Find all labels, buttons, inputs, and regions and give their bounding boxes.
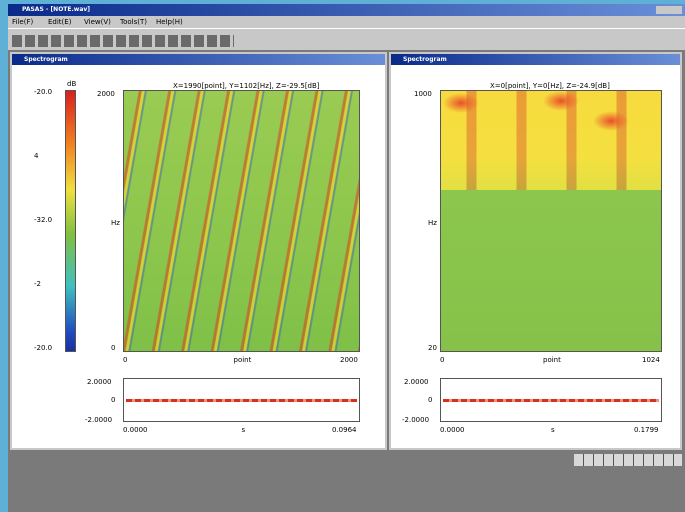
cursor-readout: X=1990[point], Y=1102[Hz], Z=-29.5[dB]	[173, 82, 320, 90]
menu-bar: File(F) Edit(E) View(V) Tools(T) Help(H)	[8, 16, 685, 27]
bottom-toolbar[interactable]	[574, 454, 682, 466]
wave-x-left: 0.0000	[440, 426, 465, 434]
menu-item[interactable]: Edit(E)	[48, 18, 72, 26]
waveform	[123, 378, 360, 422]
wave-y-top: 2.0000	[404, 378, 429, 386]
y-label: Hz	[428, 219, 437, 227]
window-title: PASAS - [NOTE.wav]	[22, 6, 91, 13]
waveform-trace	[126, 399, 357, 402]
wave-x-right: 0.0964	[332, 426, 357, 434]
title-bar: PASAS - [NOTE.wav]	[8, 4, 685, 16]
y-top: 2000	[97, 90, 115, 98]
menu-item[interactable]: Tools(T)	[120, 18, 147, 26]
colorbar-label: -2	[34, 280, 41, 288]
x-label: point	[543, 356, 561, 364]
wave-x-label: s	[551, 426, 555, 434]
wave-y-bottom: -2.0000	[85, 416, 113, 424]
waveform	[440, 378, 662, 422]
child-title: Spectrogram	[403, 56, 447, 63]
y-bottom: 20	[428, 344, 437, 352]
child-title-bar: Spectrogram	[12, 54, 385, 65]
wave-x-right: 0.1799	[634, 426, 659, 434]
child-window: Spectrogram X=1990[point], Y=1102[Hz], Z=…	[10, 52, 387, 450]
colorbar-unit: dB	[67, 80, 77, 88]
colorbar-label: 4	[34, 152, 39, 160]
spectrogram	[440, 90, 662, 352]
child-title-bar: Spectrogram	[391, 54, 680, 65]
x-left: 0	[123, 356, 128, 364]
wave-y-bottom: -2.0000	[402, 416, 430, 424]
spectrogram	[123, 90, 360, 352]
window-buttons[interactable]	[656, 6, 682, 14]
toolbar	[8, 28, 685, 50]
x-label: point	[233, 356, 252, 364]
wave-x-label: s	[241, 426, 246, 434]
child-window: Spectrogram X=0[point], Y=0[Hz], Z=-24.9[…	[389, 52, 682, 450]
colorbar-label: -20.0	[34, 344, 53, 352]
toolbar-buttons[interactable]	[12, 35, 234, 47]
colorbar	[65, 90, 76, 352]
menu-item[interactable]: View(V)	[84, 18, 111, 26]
wave-x-left: 0.0000	[123, 426, 148, 434]
wave-y-mid: 0	[428, 396, 433, 404]
wave-y-top: 2.0000	[87, 378, 112, 386]
wave-y-mid: 0	[111, 396, 116, 404]
colorbar-label: -32.0	[34, 216, 53, 224]
y-label: Hz	[111, 219, 120, 227]
y-bottom: 0	[111, 344, 116, 352]
x-right: 2000	[340, 356, 358, 364]
menu-item[interactable]: File(F)	[12, 18, 34, 26]
y-top: 1000	[414, 90, 432, 98]
waveform-trace	[443, 399, 659, 402]
x-right: 1024	[642, 356, 660, 364]
x-left: 0	[440, 356, 445, 364]
colorbar-label: -20.0	[34, 88, 53, 96]
child-title: Spectrogram	[24, 56, 68, 63]
menu-item[interactable]: Help(H)	[156, 18, 183, 26]
cursor-readout: X=0[point], Y=0[Hz], Z=-24.9[dB]	[490, 82, 610, 90]
